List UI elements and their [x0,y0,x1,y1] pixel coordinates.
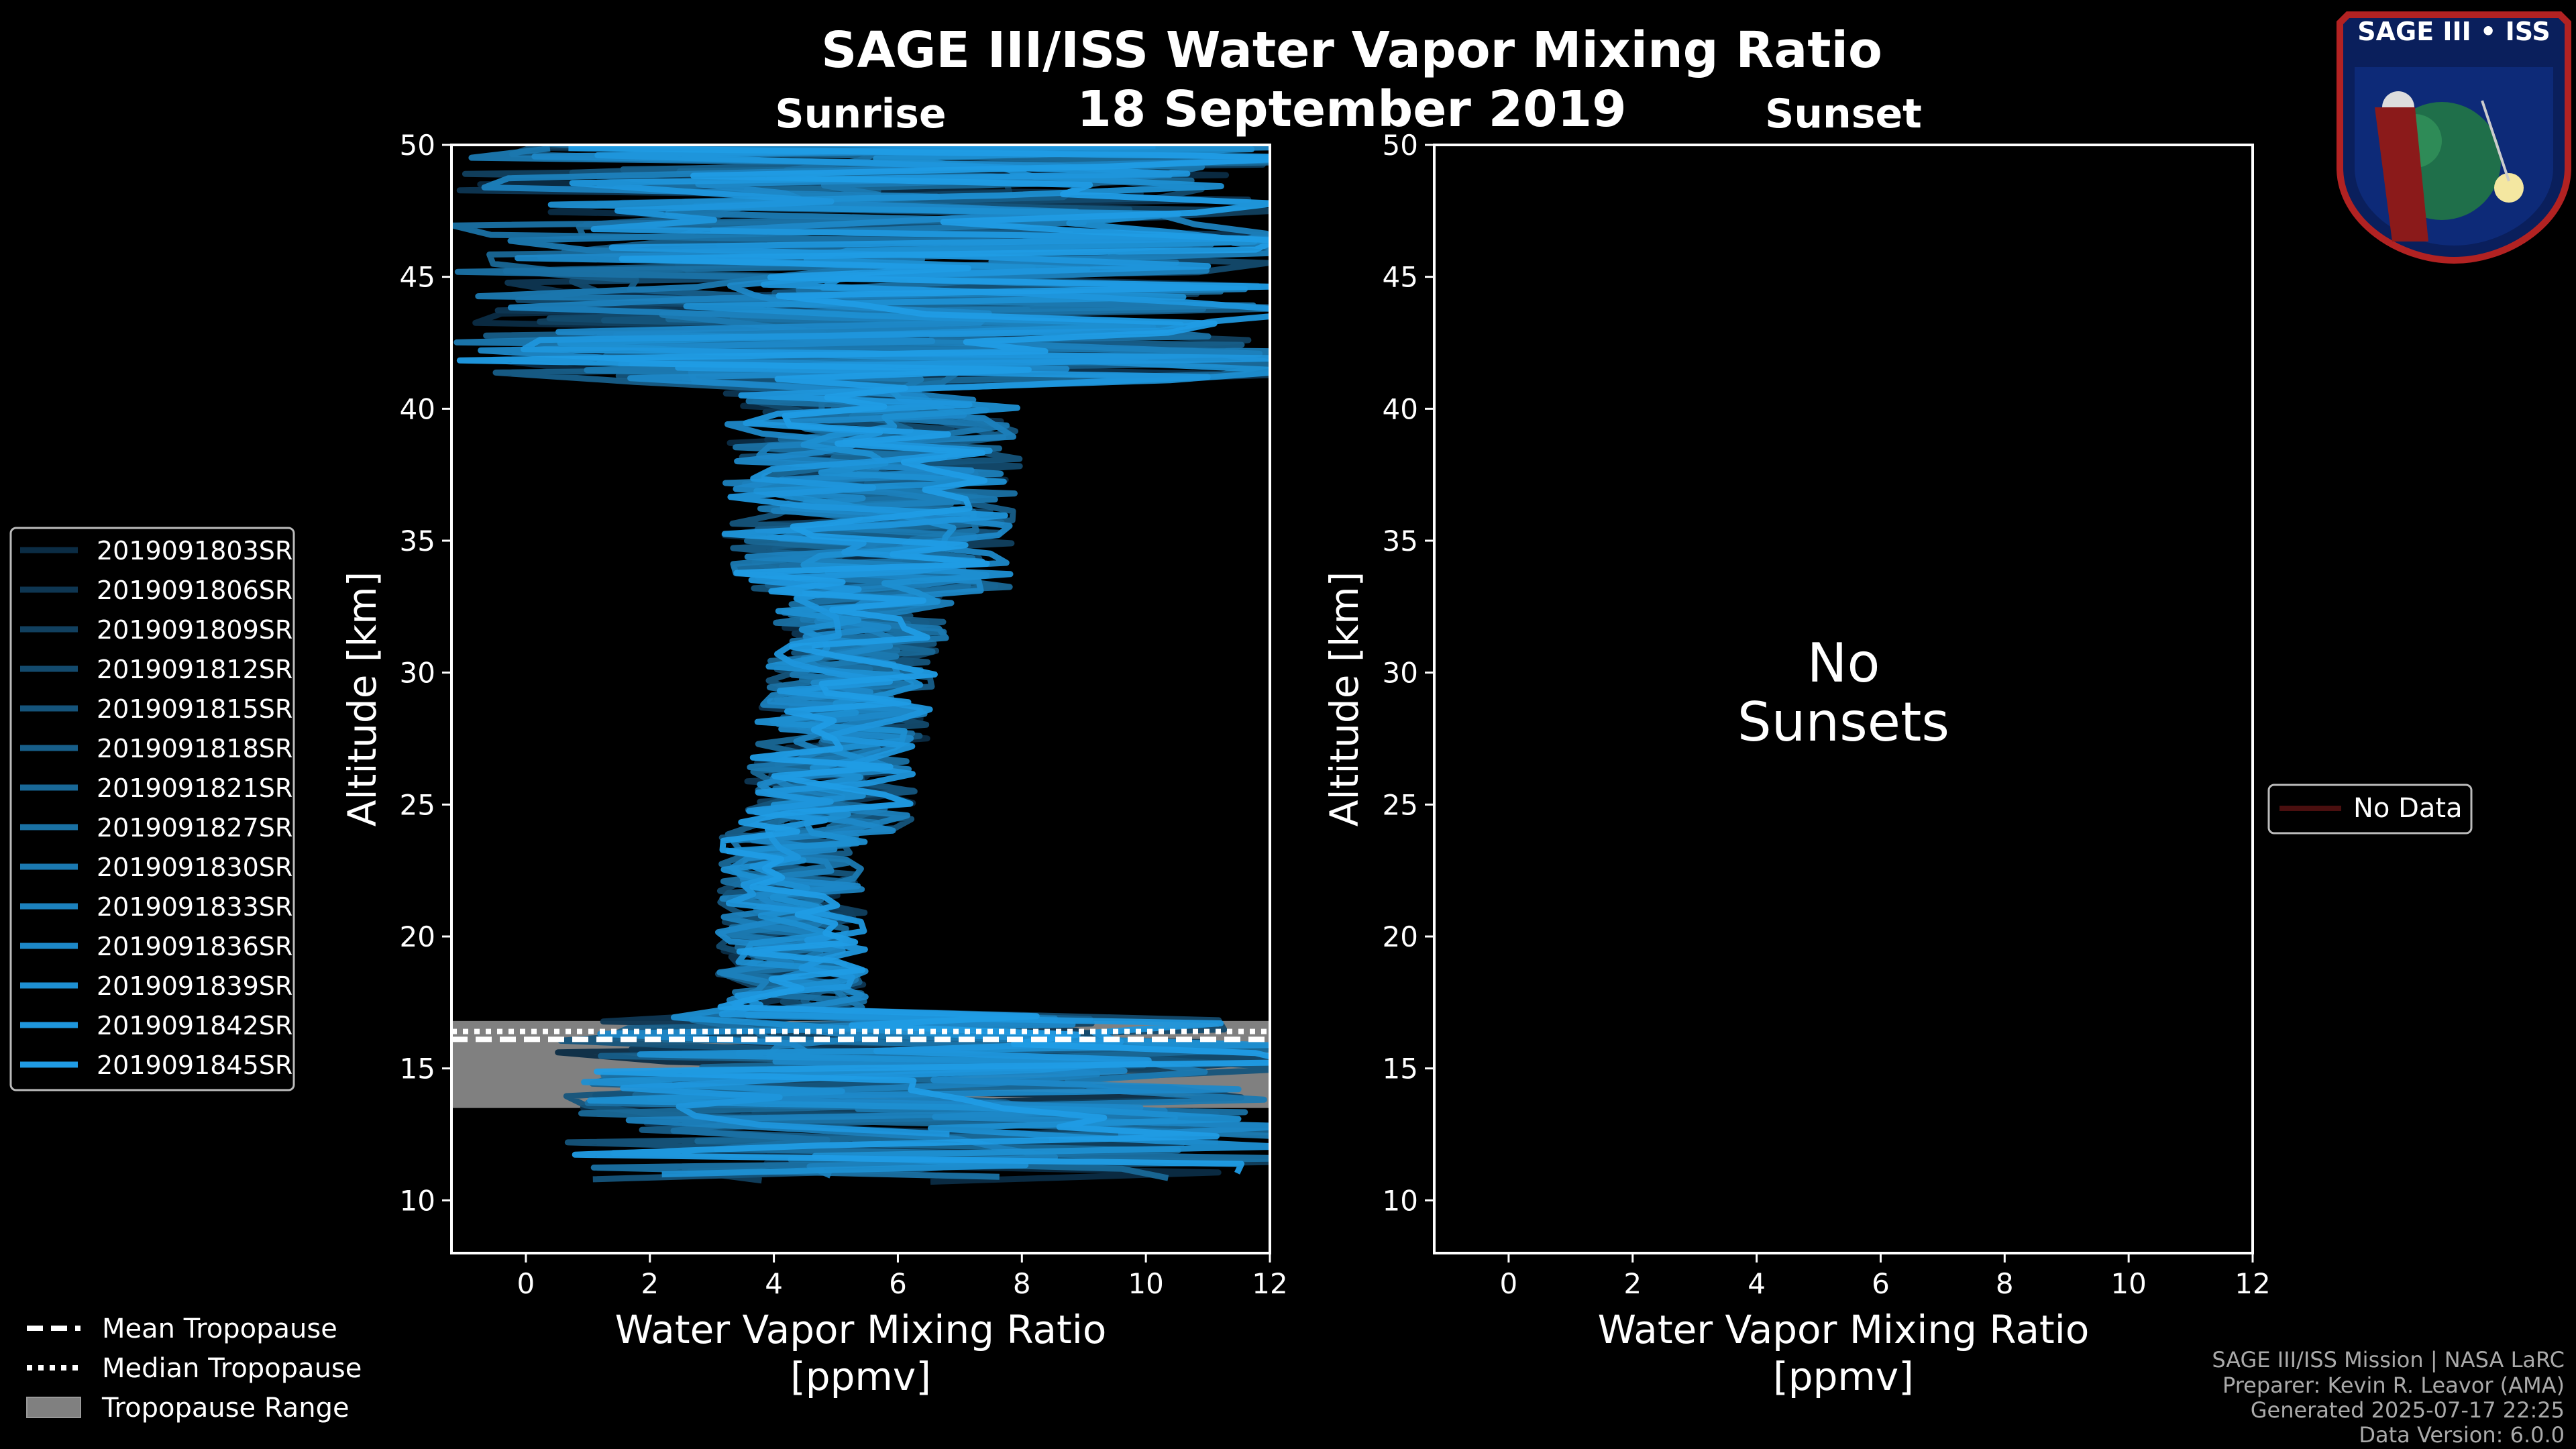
footer-line1: SAGE III/ISS Mission | NASA LaRC [2212,1347,2565,1373]
sunrise-x-ticks: 0 2 4 6 8 10 12 [517,1253,1288,1300]
sunset-ytick-label: 25 [1383,788,1418,821]
legend-label-2019091827SR: 2019091827SR [97,813,292,843]
sunrise-ytick-label: 35 [400,525,435,557]
sunset-y-ticks: 10 15 20 25 30 35 40 45 50 [1383,129,1434,1217]
sunset-ytick-label: 20 [1383,920,1418,953]
footer-line4: Data Version: 6.0.0 [2359,1422,2565,1448]
sunset-xtick-label: 6 [1872,1267,1890,1300]
series-line-2019091842SR [521,145,1270,1138]
legend-label-2019091830SR: 2019091830SR [97,853,292,882]
no-sunsets-line2: Sunsets [1737,691,1949,753]
logo-text: SAGE III • ISS [2357,17,2551,46]
sunset-xtick-label: 10 [2110,1267,2146,1300]
legend-label-2019091836SR: 2019091836SR [97,932,292,961]
sunrise-xtick-label: 2 [641,1267,659,1300]
sunrise-ytick-label: 15 [400,1053,435,1085]
sunrise-ytick-label: 10 [400,1184,435,1217]
chart-date: 18 September 2019 [1077,80,1626,138]
tropopause-legend: Mean Tropopause Median Tropopause Tropop… [26,1313,362,1424]
legend-label-2019091806SR: 2019091806SR [97,576,292,605]
legend-label-2019091803SR: 2019091803SR [97,536,292,566]
legend-label-2019091839SR: 2019091839SR [97,971,292,1001]
sunset-xtick-label: 4 [1748,1267,1766,1300]
legend-label-2019091815SR: 2019091815SR [97,694,292,724]
sunset-ytick-label: 35 [1383,525,1418,557]
legend-label-2019091842SR: 2019091842SR [97,1011,292,1040]
no-sunsets-line1: No [1807,632,1880,694]
sunrise-ytick-label: 40 [400,392,435,425]
sunset-ytick-label: 40 [1383,392,1418,425]
tropopause-range-label: Tropopause Range [101,1393,350,1424]
sunset-xtick-label: 2 [1623,1267,1642,1300]
series-legend: 2019091803SR 2019091806SR 2019091809SR 2019… [9,527,295,1091]
footer-line3: Generated 2025-07-17 22:25 [2251,1397,2565,1423]
sunrise-xtick-label: 8 [1013,1267,1031,1300]
legend-label-2019091821SR: 2019091821SR [97,773,292,803]
series-line-2019091845SR [456,145,1270,1175]
tropopause-lines [451,1028,1270,1042]
legend-label-2019091818SR: 2019091818SR [97,734,292,763]
sunrise-xlabel-line1: Water Vapor Mixing Ratio [615,1307,1107,1352]
legend-label-2019091833SR: 2019091833SR [97,892,292,922]
sunset-ytick-label: 15 [1383,1053,1418,1085]
legend-label-2019091809SR: 2019091809SR [97,615,292,645]
sunrise-xtick-label: 12 [1252,1267,1287,1300]
sunset-ytick-label: 10 [1383,1184,1418,1217]
legend-label-2019091845SR: 2019091845SR [97,1051,292,1080]
legend-label-2019091812SR: 2019091812SR [97,655,292,684]
sunset-xtick-label: 0 [1500,1267,1518,1300]
median-tropopause-label: Median Tropopause [102,1353,362,1384]
sunrise-ytick-label: 30 [400,657,435,690]
sunrise-ylabel: Altitude [km] [339,572,385,826]
sage-iss-logo: SAGE III • ISS [2337,11,2571,264]
sunset-xlabel-line1: Water Vapor Mixing Ratio [1598,1307,2090,1352]
sunset-xtick-label: 8 [1996,1267,2014,1300]
sunrise-panel: 0 2 4 6 8 10 12 10 15 20 25 30 35 40 45 50 Water Vapor… [339,129,1288,1399]
chart-title: SAGE III/ISS Water Vapor Mixing Ratio [821,21,1882,79]
sunrise-y-ticks: 10 15 20 25 30 35 40 45 50 [400,129,451,1217]
mean-tropopause-label: Mean Tropopause [102,1313,337,1344]
footer-credits: SAGE III/ISS Mission | NASA LaRC Prepare… [2212,1347,2565,1448]
sunrise-ytick-label: 45 [400,261,435,294]
sunset-ylabel: Altitude [km] [1322,572,1367,826]
sunrise-xtick-label: 6 [889,1267,907,1300]
sunset-legend-box [2267,784,2473,835]
sunrise-ytick-label: 50 [400,129,435,162]
no-data-label: No Data [2353,793,2463,824]
sunrise-ytick-label: 25 [400,788,435,821]
sunset-legend: No Data [2267,784,2473,835]
series-legend-box [9,527,295,1091]
sunrise-subtitle: Sunrise [775,91,946,138]
sunset-ytick-label: 30 [1383,657,1418,690]
sunrise-frame [450,144,1271,1254]
sunrise-xtick-label: 10 [1128,1267,1163,1300]
sunset-plot-area [1433,144,2254,1254]
sunrise-xtick-label: 4 [765,1267,783,1300]
sunset-ytick-label: 45 [1383,261,1418,294]
sunset-ytick-label: 50 [1383,129,1418,162]
tropopause-range-swatch [26,1397,81,1418]
footer-line2: Preparer: Kevin R. Leavor (AMA) [2222,1373,2565,1398]
sunset-subtitle: Sunset [1765,91,1922,138]
sunset-xtick-label: 12 [2235,1267,2270,1300]
sunrise-xlabel-line2: [ppmv] [790,1354,931,1399]
sunrise-series-group [451,145,1270,1185]
sunrise-ytick-label: 20 [400,920,435,953]
sunrise-xtick-label: 0 [517,1267,535,1300]
sunset-xlabel-line2: [ppmv] [1773,1354,1914,1399]
sunset-x-ticks: 0 2 4 6 8 10 12 [1500,1253,2271,1300]
